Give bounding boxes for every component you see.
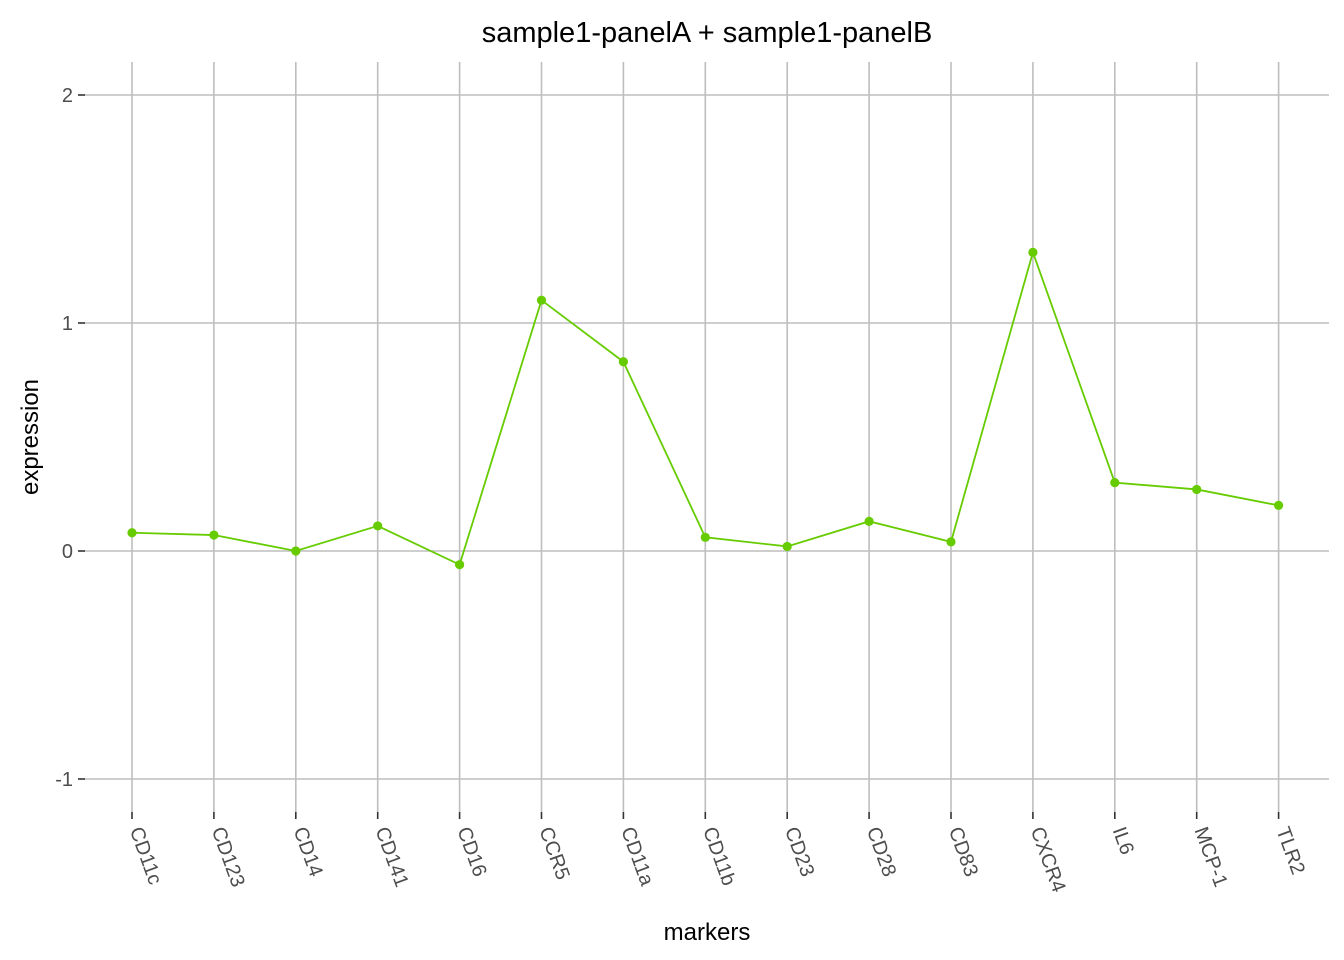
x-tick-label: CD123 xyxy=(207,824,249,890)
x-tick-label: CD141 xyxy=(371,824,413,890)
data-point xyxy=(209,530,219,540)
data-point xyxy=(291,546,301,556)
x-tick-label: CD16 xyxy=(452,824,490,880)
x-tick-label: CD11a xyxy=(616,824,658,889)
x-tick-label: CCR5 xyxy=(534,824,573,883)
data-point xyxy=(1192,484,1202,495)
x-tick-label: CD14 xyxy=(289,824,327,880)
data-point xyxy=(700,532,710,542)
data-point xyxy=(1110,478,1120,488)
y-tick-label: 1 xyxy=(62,313,73,335)
data-point xyxy=(373,521,383,531)
chart-title: sample1-panelA + sample1-panelB xyxy=(482,17,933,49)
y-tick-label: 2 xyxy=(62,85,73,107)
data-point xyxy=(864,516,874,526)
y-tick-label: -1 xyxy=(55,769,73,791)
data-point xyxy=(946,537,956,547)
series-layer xyxy=(127,247,1284,570)
data-point xyxy=(127,528,137,538)
x-tick-label: CD11c xyxy=(125,824,166,888)
data-point xyxy=(618,357,629,367)
y-axis-title: expression xyxy=(17,379,44,495)
data-point xyxy=(536,295,547,305)
data-point xyxy=(455,560,465,570)
data-point xyxy=(1028,247,1038,257)
x-axis-title: markers xyxy=(664,919,751,946)
x-tick-label: TLR2 xyxy=(1271,824,1308,877)
tick-layer xyxy=(78,94,1280,819)
data-point xyxy=(782,541,792,552)
tick-label-layer: -1 0 1 2 CD11c CD123 CD14 CD141 CD16 CCR5 CD11a CD1… xyxy=(55,85,1309,895)
y-tick-label: 0 xyxy=(62,541,73,563)
x-tick-label: CD28 xyxy=(862,824,900,880)
data-point xyxy=(1274,500,1284,510)
x-tick-label: IL6 xyxy=(1108,824,1138,858)
x-tick-label: CD83 xyxy=(944,824,982,880)
x-tick-label: CXCR4 xyxy=(1026,824,1070,895)
x-tick-label: CD11b xyxy=(698,824,739,889)
x-tick-label: CD23 xyxy=(780,824,818,880)
x-tick-label: MCP-1 xyxy=(1190,824,1232,890)
grid-layer xyxy=(85,62,1329,812)
